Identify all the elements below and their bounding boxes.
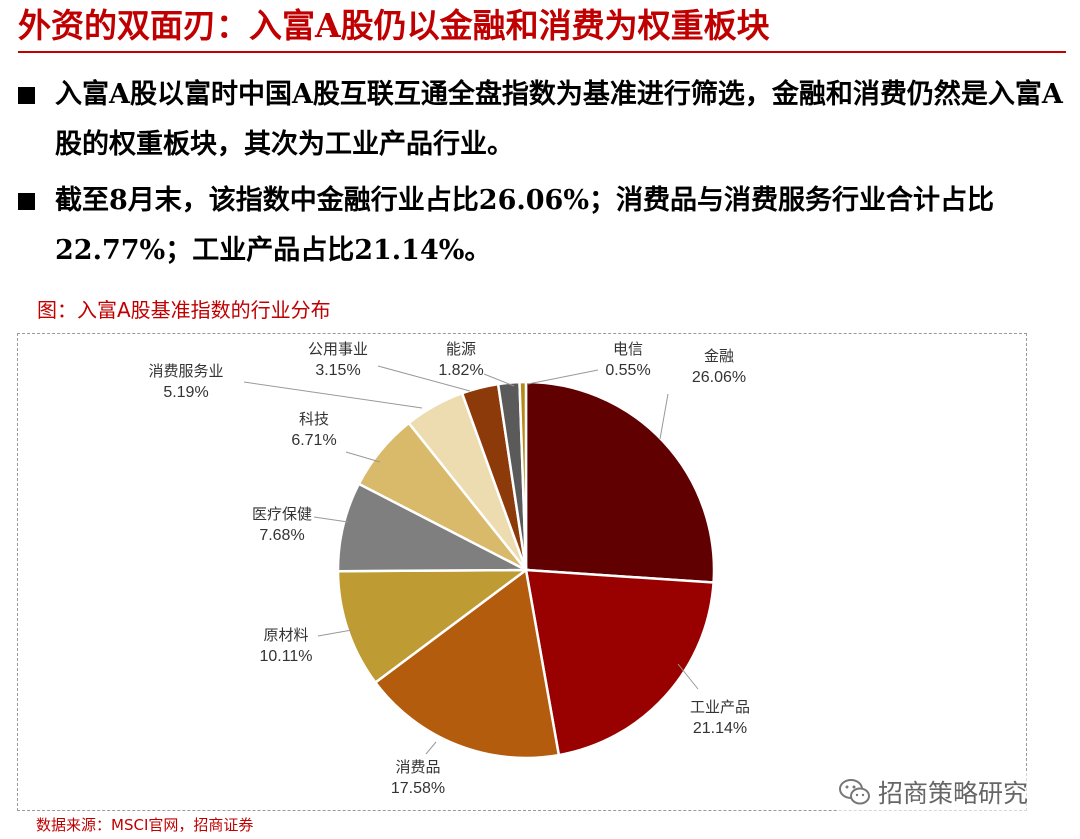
slice-value-1: 26.06% <box>692 369 746 386</box>
leader-line-10 <box>527 369 599 385</box>
slice-value-5: 7.68% <box>259 527 304 544</box>
square-bullet-icon <box>18 193 35 210</box>
figure-caption: 图：入富A股基准指数的行业分布 <box>37 298 331 322</box>
leader-line-8 <box>377 365 471 392</box>
title-divider <box>18 51 1066 53</box>
leader-line-7 <box>243 381 423 409</box>
slice-label-7: 消费服务业 <box>148 362 223 380</box>
slice-value-2: 21.14% <box>693 720 747 737</box>
page-title: 外资的双面刃：入富A股仍以金融和消费为权重板块 <box>18 6 770 45</box>
slice-label-8: 公用事业 <box>308 340 368 358</box>
bullet-point-2: 截至8月末，该指数中金融行业占比26.06%；消费品与消费服务行业合计占比22.… <box>18 176 1063 276</box>
slice-value-9: 1.82% <box>438 362 483 379</box>
slice-value-7: 5.19% <box>163 384 208 401</box>
leader-line-6 <box>345 451 381 463</box>
slice-label-1: 金融 <box>704 347 734 365</box>
slice-label-3: 消费品 <box>395 758 440 776</box>
bullet-point-1: 入富A股以富时中国A股互联互通全盘指数为基准进行筛选，金融和消费仍然是入富A股的… <box>18 70 1063 170</box>
slice-label-2: 工业产品 <box>690 698 750 716</box>
chart-frame: 金融 26.06% 工业产品 21.14% 消费品 17.58% 原材料 10.11% 医疗保健… <box>17 333 1027 811</box>
slice-label-9: 能源 <box>446 340 476 358</box>
leader-line-5 <box>313 516 349 523</box>
slice-label-4: 原材料 <box>263 626 308 644</box>
watermark-text: 招商策略研究 <box>878 779 1029 808</box>
bullet-text-2: 截至8月末，该指数中金融行业占比26.06%；消费品与消费服务行业合计占比22.… <box>55 185 994 266</box>
wechat-icon <box>839 779 870 805</box>
pie-chart: 金融 26.06% 工业产品 21.14% 消费品 17.58% 原材料 10.11% 医疗保健… <box>148 340 750 797</box>
slice-label-5: 医疗保健 <box>252 505 312 523</box>
leader-line-4 <box>317 629 353 637</box>
slice-value-10: 0.55% <box>605 362 650 379</box>
pie-slice-4 <box>336 568 530 685</box>
leader-line-1 <box>659 393 669 440</box>
slice-value-4: 10.11% <box>259 648 312 665</box>
bullet-text-1: 入富A股以富时中国A股互联互通全盘指数为基准进行筛选，金融和消费仍然是入富A股的… <box>55 79 1063 160</box>
slice-value-3: 17.58% <box>391 780 445 797</box>
square-bullet-icon <box>18 87 35 104</box>
leader-line-2 <box>677 663 699 690</box>
watermark: 招商策略研究 <box>838 772 1029 812</box>
slice-label-10: 电信 <box>613 340 643 358</box>
pie-slice-10 <box>518 380 528 571</box>
pie-slice-2 <box>524 568 715 757</box>
figure-source: 数据来源：MSCI官网，招商证券 <box>36 816 254 834</box>
leader-line-9 <box>483 373 515 387</box>
slice-value-8: 3.15% <box>315 362 360 379</box>
leader-line-3 <box>425 741 437 755</box>
pie-slice-1 <box>524 380 716 584</box>
slice-value-6: 6.71% <box>291 432 336 449</box>
slice-label-6: 科技 <box>299 410 329 428</box>
pie-slice-3 <box>373 567 561 760</box>
